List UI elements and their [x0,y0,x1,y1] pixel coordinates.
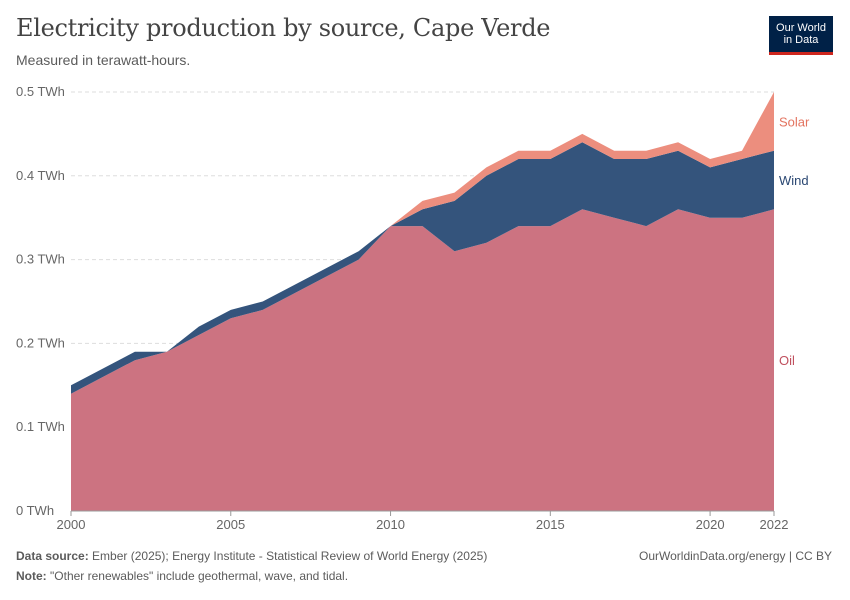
note-text: "Other renewables" include geothermal, w… [50,569,349,583]
logo-line-2: in Data [783,34,819,46]
y-tick-label: 0.2 TWh [16,335,65,350]
series-label-wind: Wind [779,173,809,188]
owid-logo[interactable]: Our World in Data [769,16,833,55]
area-oil[interactable] [71,209,774,512]
x-tick-label: 2010 [376,517,405,532]
y-tick-label: 0 TWh [16,503,54,518]
y-tick-label: 0.3 TWh [16,252,65,267]
source-text: Ember (2025); Energy Institute - Statist… [92,549,488,563]
area-wind[interactable] [71,142,774,394]
chart-title: Electricity production by source, Cape V… [16,14,551,42]
source-label: Data source: [16,549,89,563]
y-tick-label: 0.5 TWh [16,84,65,99]
area-chart: 0 TWh 0.1 TWh 0.2 TWh 0.3 TWh 0.4 TWh 0.5 TWh… [16,84,810,532]
x-tick-label: 2005 [216,517,245,532]
x-tick-label: 2020 [696,517,725,532]
series-label-solar: Solar [779,114,810,129]
series-labels: Oil Wind Solar [779,114,810,368]
y-tick-label: 0.4 TWh [16,168,65,183]
x-tick-labels: 2000 2005 2010 2015 2020 2022 [57,511,789,532]
x-tick-label: 2015 [536,517,565,532]
site-credit[interactable]: OurWorldinData.org/energy | CC BY [639,549,832,563]
chart-subtitle: Measured in terawatt-hours. [16,52,191,68]
y-tick-labels: 0 TWh 0.1 TWh 0.2 TWh 0.3 TWh 0.4 TWh 0.5 TWh [16,84,65,518]
site-link[interactable]: OurWorldinData.org/energy | CC BY [639,549,832,563]
chart-note: Note: "Other renewables" include geother… [16,569,348,583]
note-label: Note: [16,569,47,583]
x-tick-label: 2000 [57,517,86,532]
series-areas [71,92,774,512]
x-tick-label: 2022 [760,517,789,532]
logo-line-1: Our World [776,22,826,34]
data-source: Data source: Ember (2025); Energy Instit… [16,549,487,563]
series-label-oil: Oil [779,353,795,368]
y-tick-label: 0.1 TWh [16,419,65,434]
